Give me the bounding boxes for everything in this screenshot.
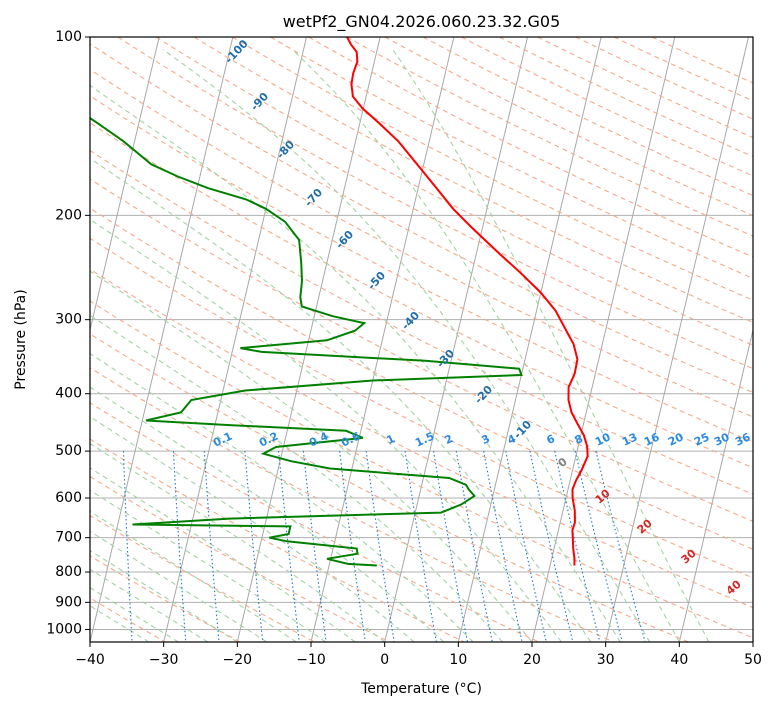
moist-adiabat-line [90, 218, 562, 642]
y-axis-label: Pressure (hPa) [13, 289, 29, 389]
mixing-ratio-line [339, 451, 366, 642]
x-tick-label: 50 [744, 652, 762, 668]
mixing-ratio-line [529, 450, 574, 642]
dry-adiabat-line [346, 37, 753, 237]
isotherm-line [163, 37, 307, 642]
dry-adiabat-line [90, 207, 753, 550]
moist-adiabat-line [90, 489, 327, 642]
moist-adiabat-line [90, 442, 386, 642]
mixing-ratio-line [404, 451, 437, 642]
isotherm-line [752, 639, 753, 642]
isotherm-line [605, 37, 749, 642]
mixing-ratio-line [77, 451, 82, 642]
isotherm-line [678, 327, 753, 642]
plot-area: -100-90-80-70-60-50-40-30-20-100.1 0.2 0.4… [0, 37, 753, 642]
mixing-ratio-label: 20 [666, 430, 686, 448]
mixing-ratio-label: 36 [733, 430, 753, 448]
moist-adiabat-line [90, 467, 356, 642]
mixing-ratio-line [505, 450, 547, 642]
x-tick-label: −30 [149, 652, 179, 668]
mixing-ratio-label: 16 [642, 430, 662, 448]
moist-adiabat-line [291, 49, 680, 642]
mixing-ratio-line [433, 451, 469, 642]
y-tick-label: 200 [55, 207, 82, 223]
mixing-ratio-label: 25 [692, 430, 711, 448]
y-tick-label: 100 [55, 29, 82, 45]
x-tick-label: 0 [380, 652, 389, 668]
isotherm-line [90, 37, 160, 333]
moist-adiabat-line [90, 84, 621, 642]
isotherm-line [0, 37, 12, 642]
dry-adiabat-line [193, 37, 753, 324]
moist-adiabat-line [90, 314, 503, 642]
dry-adiabat-line [90, 300, 753, 639]
y-tick-label: 400 [55, 386, 82, 402]
dry-adiabat-line [90, 333, 689, 642]
dry-adiabat-line [90, 149, 753, 495]
moist-adiabat-line [90, 270, 533, 642]
isotherm-line [236, 37, 381, 642]
mixing-ratio-line [574, 450, 623, 642]
dry-adiabat-line [90, 43, 753, 394]
dewpoint-line [90, 116, 523, 567]
dry-adiabat-line [90, 475, 390, 642]
mixing-ratio-line [554, 450, 601, 642]
x-tick-label: 40 [670, 652, 688, 668]
dry-adiabat-line [270, 37, 753, 279]
chart-title: wetPf2_GN04.2026.060.23.32.G05 [283, 12, 561, 32]
x-tick-label: −20 [223, 652, 253, 668]
mixing-ratio-line [595, 450, 646, 642]
dry-adiabat-line [461, 37, 753, 177]
x-tick-label: −10 [296, 652, 326, 668]
mixing-ratio-line [365, 451, 395, 642]
plot-frame [89, 36, 754, 643]
x-tick-label: 20 [523, 652, 541, 668]
dry-adiabat-line [155, 37, 753, 346]
temperature-line [346, 37, 589, 566]
y-tick-label: 800 [55, 564, 82, 580]
mixing-ratio-label: 13 [620, 430, 639, 448]
x-tick-label: 10 [449, 652, 467, 668]
moist-adiabat-line [90, 157, 592, 642]
x-axis-label: Temperature (°C) [360, 681, 482, 697]
moist-adiabat-line [90, 586, 179, 642]
dry-adiabat-line [90, 402, 540, 642]
dry-adiabat-line [499, 37, 753, 158]
y-axis: 100 200 300 400 500 600 700 800 900 1000 [46, 29, 90, 637]
isotherm-line [384, 37, 528, 642]
dry-adiabat-line [422, 37, 753, 197]
moist-adiabat-line [162, 49, 651, 642]
y-tick-label: 300 [55, 312, 82, 328]
x-tick-label: −40 [75, 652, 105, 668]
y-tick-label: 1000 [46, 621, 82, 637]
mixing-ratio-line [483, 451, 523, 642]
moist-adiabat-line [392, 49, 710, 642]
y-tick-label: 900 [55, 594, 82, 610]
moist-adiabat-line [90, 416, 415, 642]
isotherm-line [310, 37, 455, 642]
mixing-ratio-line [302, 451, 327, 642]
y-tick-label: 600 [55, 490, 82, 506]
y-tick-label: 500 [55, 443, 82, 459]
mixing-ratio-label: 10 [593, 430, 613, 448]
dry-adiabat-line [90, 237, 753, 579]
isotherm-line [90, 37, 234, 642]
moist-adiabat-line [90, 605, 150, 642]
mixing-ratio-label: 30 [712, 430, 732, 448]
x-axis: −40 −30 −20 −10 0 10 20 30 40 50 [75, 642, 762, 668]
dry-adiabat-line [90, 95, 753, 443]
y-tick-label: 700 [55, 530, 82, 546]
x-tick-label: 30 [597, 652, 615, 668]
